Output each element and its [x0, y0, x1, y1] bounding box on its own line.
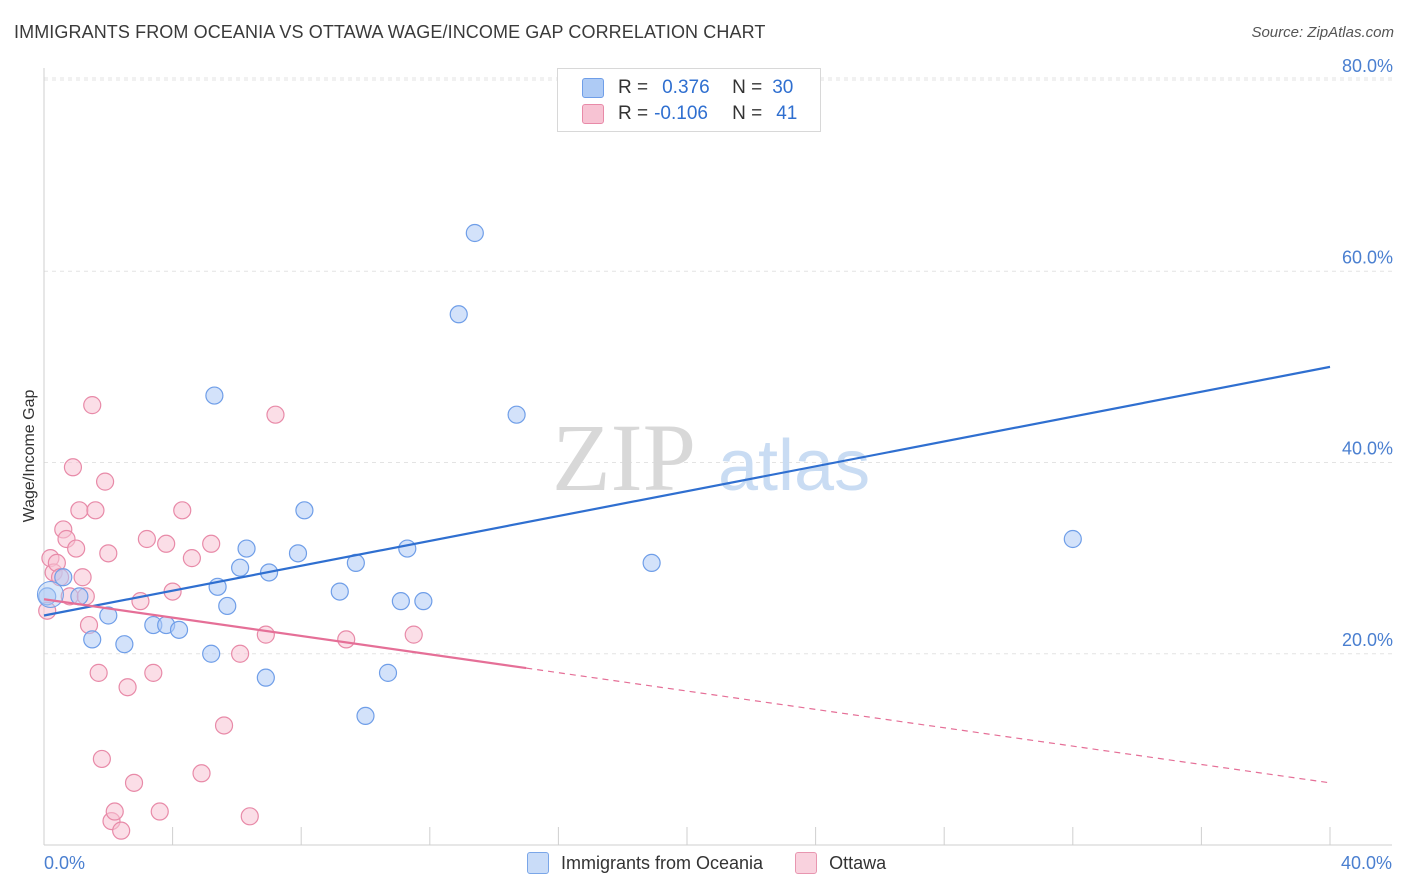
point-ottawa — [83, 396, 102, 415]
point-ottawa — [92, 749, 111, 769]
watermark: ZIP atlas — [552, 404, 870, 511]
point-oceania — [115, 635, 134, 654]
point-oceania-cluster — [36, 580, 64, 608]
point-oceania — [465, 223, 484, 243]
point-oceania — [642, 553, 661, 573]
point-oceania — [356, 706, 375, 726]
point-oceania — [507, 405, 526, 424]
legend-label: Immigrants from Oceania — [561, 852, 764, 873]
point-oceania — [83, 630, 102, 649]
legend-swatch — [795, 852, 818, 874]
point-ottawa — [150, 802, 169, 821]
point-ottawa — [404, 625, 423, 644]
point-ottawa — [124, 773, 144, 792]
legend-r-label: R = — [618, 103, 649, 124]
point-ottawa — [105, 802, 124, 821]
source-label: Source: ZipAtlas.com — [1251, 24, 1394, 41]
axes — [43, 68, 1392, 846]
point-ottawa — [86, 501, 105, 520]
legend-r-label: R = — [618, 77, 649, 98]
x-tick-label: 0.0% — [44, 853, 85, 873]
legend-n-value: 41 — [776, 103, 798, 124]
point-ottawa — [95, 472, 115, 491]
legend-label: Ottawa — [829, 852, 887, 873]
point-ottawa — [214, 716, 234, 735]
point-ottawa — [240, 807, 259, 826]
point-oceania — [378, 663, 398, 682]
point-oceania — [288, 544, 308, 563]
correlation-legend: R = 0.376 N = 30 R = -0.106 N = 41 — [557, 68, 821, 132]
trendlines — [43, 365, 1331, 784]
point-oceania — [237, 539, 256, 558]
point-oceania — [231, 558, 250, 577]
watermark-atlas: atlas — [718, 426, 870, 506]
point-oceania — [256, 668, 275, 687]
point-ottawa — [192, 764, 211, 783]
point-ottawa — [144, 663, 163, 682]
point-oceania — [391, 592, 410, 611]
point-ottawa — [173, 501, 192, 520]
legend-item-ottawa: Ottawa — [795, 852, 886, 874]
point-ottawa — [157, 534, 176, 553]
y-tick-label: 60.0% — [1342, 247, 1393, 267]
point-ottawa — [337, 630, 356, 649]
y-tick-label: 40.0% — [1342, 439, 1393, 459]
point-ottawa — [256, 625, 275, 644]
legend-swatch-oceania — [582, 78, 604, 98]
point-oceania — [99, 606, 118, 625]
series-legend: Immigrants from Oceania Ottawa — [527, 852, 918, 874]
x-tick-label: 40.0% — [1341, 853, 1392, 873]
legend-r-value: -0.106 — [654, 103, 708, 124]
point-oceania — [218, 596, 237, 616]
chart-title: IMMIGRANTS FROM OCEANIA VS OTTAWA WAGE/I… — [14, 22, 766, 42]
legend-n-value: 30 — [772, 77, 794, 98]
point-ottawa — [266, 405, 285, 424]
y-tick-label: 20.0% — [1342, 630, 1393, 650]
legend-row-oceania: R = 0.376 N = 30 — [582, 76, 793, 100]
tick-labels: 20.0% 40.0% 60.0% 80.0% 0.0% 40.0% — [44, 56, 1393, 873]
legend-swatch-ottawa — [582, 104, 604, 124]
point-ottawa — [73, 568, 92, 587]
point-oceania — [54, 568, 73, 587]
legend-n-label: N = — [732, 103, 763, 124]
point-ottawa — [67, 539, 86, 558]
point-ottawa — [231, 644, 250, 663]
watermark-zip: ZIP — [552, 404, 696, 511]
point-oceania — [330, 582, 349, 601]
legend-swatch — [527, 852, 549, 874]
point-ottawa — [63, 458, 83, 477]
legend-item-oceania: Immigrants from Oceania — [527, 852, 763, 874]
point-oceania — [70, 587, 89, 606]
point-oceania — [169, 620, 189, 639]
point-oceania — [449, 305, 468, 324]
point-ottawa — [182, 549, 201, 568]
legend-n-label: N = — [732, 77, 763, 98]
point-oceania — [398, 539, 417, 558]
legend-row-ottawa: R = -0.106 N = 41 — [582, 102, 797, 126]
point-oceania — [414, 592, 433, 611]
point-ottawa — [112, 821, 131, 840]
data-points — [36, 223, 1082, 840]
trendline-ottawa — [526, 667, 1331, 784]
point-oceania — [202, 644, 221, 663]
point-ottawa — [118, 678, 137, 697]
point-oceania — [295, 501, 314, 520]
point-oceania — [205, 386, 224, 405]
trendline-ottawa — [43, 598, 527, 670]
point-ottawa — [137, 529, 156, 549]
legend-r-value: 0.376 — [662, 77, 710, 98]
point-ottawa — [99, 544, 118, 563]
point-ottawa — [89, 663, 108, 682]
y-tick-label: 80.0% — [1342, 56, 1393, 76]
point-oceania — [1063, 529, 1082, 549]
point-ottawa — [70, 501, 89, 520]
point-ottawa — [202, 534, 221, 553]
trendline-oceania — [43, 365, 1331, 617]
y-axis-label: Wage/Income Gap — [21, 390, 38, 523]
